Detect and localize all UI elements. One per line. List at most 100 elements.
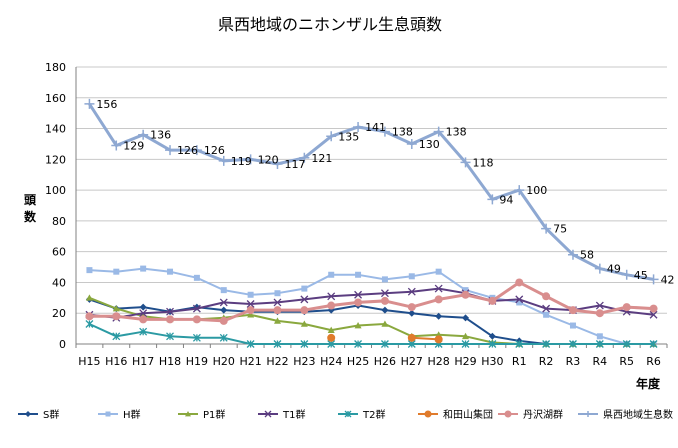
y-tick-label: 100 bbox=[45, 184, 66, 197]
data-point bbox=[220, 287, 227, 294]
data-point bbox=[407, 287, 416, 296]
data-point bbox=[300, 320, 308, 327]
legend-marker bbox=[25, 411, 31, 417]
data-point bbox=[407, 303, 416, 312]
data-point bbox=[354, 340, 363, 348]
legend-label: P1群 bbox=[203, 408, 225, 421]
data-point bbox=[247, 311, 255, 318]
series-layer bbox=[84, 98, 659, 348]
data-point bbox=[301, 285, 308, 292]
data-point bbox=[85, 312, 94, 321]
data-point bbox=[328, 271, 335, 278]
y-tick-label: 80 bbox=[52, 215, 66, 228]
x-tick-label: H21 bbox=[239, 355, 261, 368]
x-tick-label: H28 bbox=[428, 355, 450, 368]
data-point bbox=[273, 298, 282, 307]
y-tick-label: 60 bbox=[52, 246, 66, 259]
data-point bbox=[488, 296, 497, 305]
legend-entry: S群 bbox=[18, 408, 59, 421]
x-tick-label: R6 bbox=[646, 355, 661, 368]
data-point bbox=[516, 299, 523, 306]
x-axis-ticks: H15 H16 H17 H18 H19 H20 H21 H22 H23 H24 H25 H26 H27 H… bbox=[78, 355, 661, 368]
data-point bbox=[569, 340, 577, 348]
data-label: 126 bbox=[204, 144, 225, 157]
data-point bbox=[86, 267, 93, 274]
data-point bbox=[219, 316, 228, 325]
data-point bbox=[246, 340, 255, 348]
data-label: 121 bbox=[311, 152, 332, 165]
data-label: 129 bbox=[123, 139, 144, 152]
data-point bbox=[434, 335, 443, 344]
data-point bbox=[139, 303, 147, 311]
data-point bbox=[300, 340, 309, 348]
data-point bbox=[246, 306, 255, 315]
data-label: 135 bbox=[338, 130, 359, 143]
data-point bbox=[542, 340, 551, 348]
data-label: 42 bbox=[661, 273, 675, 286]
x-tick-label: H23 bbox=[293, 355, 315, 368]
grid bbox=[75, 66, 668, 348]
legend-entry: P1群 bbox=[178, 408, 225, 421]
data-point bbox=[139, 327, 148, 336]
data-point bbox=[461, 290, 470, 299]
series-6 bbox=[327, 333, 443, 344]
data-labels: 156 129 136 126 126 119 120 117 121 135 141 138 130 1… bbox=[96, 98, 674, 286]
data-label: 119 bbox=[231, 155, 252, 168]
data-label: 117 bbox=[284, 158, 305, 171]
legend-marker bbox=[264, 410, 272, 418]
data-point bbox=[167, 268, 174, 275]
legend-label: T1群 bbox=[282, 408, 305, 421]
legend-marker bbox=[344, 410, 352, 418]
data-point bbox=[300, 306, 309, 315]
data-point bbox=[569, 322, 576, 329]
data-point bbox=[541, 223, 552, 234]
series-8 bbox=[84, 98, 659, 285]
data-point bbox=[380, 289, 389, 298]
legend-label: 和田山集団 bbox=[443, 408, 493, 421]
series-line bbox=[89, 280, 654, 323]
data-label: 156 bbox=[96, 98, 117, 111]
data-point bbox=[272, 158, 283, 169]
data-point bbox=[193, 274, 200, 281]
data-point bbox=[327, 301, 336, 310]
series-line bbox=[88, 103, 654, 281]
data-point bbox=[246, 300, 255, 308]
data-point bbox=[487, 194, 498, 205]
data-point bbox=[245, 154, 256, 165]
data-point bbox=[408, 273, 415, 280]
y-tick-label: 120 bbox=[45, 153, 66, 166]
data-point bbox=[85, 294, 93, 301]
data-point bbox=[139, 309, 148, 318]
data-point bbox=[460, 157, 471, 168]
data-point bbox=[408, 309, 416, 317]
legend-marker bbox=[504, 410, 512, 418]
x-tick-label: R1 bbox=[512, 355, 527, 368]
x-tick-label: R2 bbox=[539, 355, 554, 368]
data-label: 120 bbox=[258, 153, 279, 166]
data-point bbox=[649, 304, 658, 313]
data-point bbox=[273, 317, 281, 324]
x-tick-label: H29 bbox=[454, 355, 476, 368]
data-point bbox=[595, 301, 604, 310]
data-point bbox=[649, 340, 658, 348]
data-point bbox=[219, 333, 228, 342]
data-point bbox=[220, 306, 228, 314]
data-point bbox=[219, 298, 228, 307]
legend-marker bbox=[105, 411, 111, 417]
data-point bbox=[273, 340, 282, 348]
y-axis-label: 頭数 bbox=[24, 193, 37, 224]
chart-title: 県西地域のニホンザル生息頭数 bbox=[218, 15, 442, 34]
series-line bbox=[89, 267, 654, 345]
legend-label: H群 bbox=[123, 408, 141, 421]
data-point bbox=[380, 296, 389, 305]
y-tick-label: 20 bbox=[52, 307, 66, 320]
data-point bbox=[274, 290, 281, 297]
data-point bbox=[300, 295, 309, 304]
data-point bbox=[381, 320, 389, 327]
x-tick-label: R3 bbox=[566, 355, 581, 368]
data-point bbox=[381, 276, 388, 283]
series-line bbox=[89, 287, 654, 319]
data-point bbox=[433, 126, 444, 137]
